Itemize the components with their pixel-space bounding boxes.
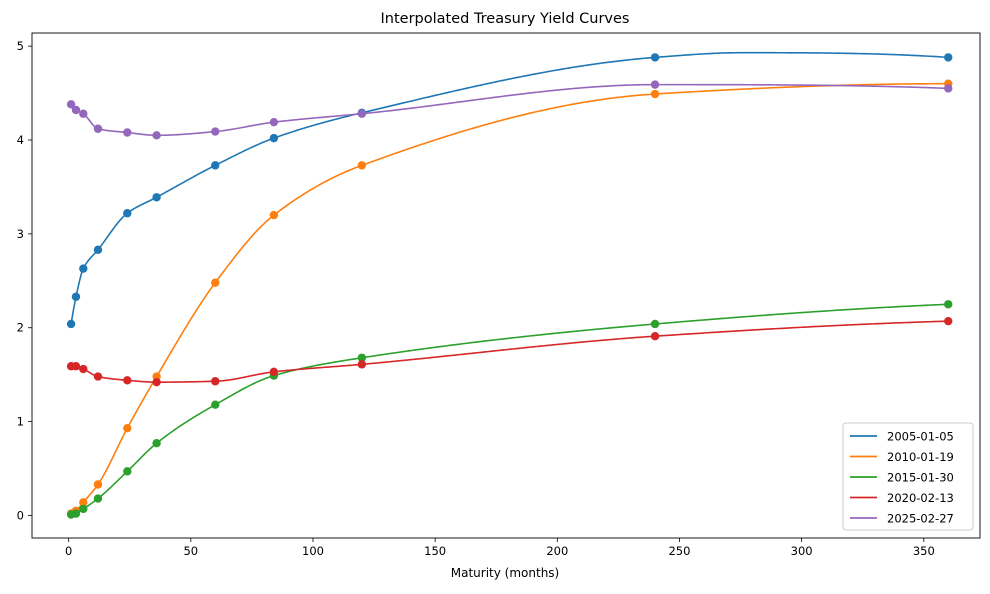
data-point [211,127,220,136]
data-point [93,372,103,381]
data-point [944,316,953,326]
y-tick-label: 3 [17,227,24,241]
data-point [357,353,367,362]
legend-label: 2025-02-27 [887,512,954,526]
data-point [650,80,660,89]
y-tick-label: 2 [17,321,24,335]
y-tick-label: 4 [17,133,24,147]
legend-label: 2010-01-19 [887,450,954,464]
data-point [123,128,132,137]
data-point [650,331,660,341]
legend: 2005-01-05 2010-01-19 2015-01-30 2020-02-13… [842,422,974,531]
x-tick-label: 100 [302,544,324,558]
data-point [79,498,88,507]
data-point [71,105,81,115]
data-point [152,438,161,448]
data-point [93,494,103,503]
data-point [71,362,81,371]
data-point [211,400,220,409]
data-point [66,319,76,329]
chart-title: Interpolated Treasury Yield Curves [381,11,630,27]
data-point [944,53,953,62]
data-point [650,53,660,62]
data-point [650,319,660,329]
data-point [79,264,88,273]
data-point [211,161,220,170]
y-tick-label: 1 [17,415,24,429]
x-tick-label: 150 [424,544,446,558]
data-point [357,161,367,170]
legend-label: 2015-01-30 [887,471,954,485]
data-point [93,480,103,489]
data-point [269,367,279,377]
x-tick-label: 50 [183,544,198,558]
data-point [650,89,660,99]
data-point [123,209,132,218]
data-point [211,278,220,287]
data-point [79,109,88,118]
data-point [93,245,103,255]
x-tick-label: 0 [65,544,72,558]
data-point [944,300,953,309]
data-point [79,364,88,374]
data-point [357,360,367,369]
legend-label: 2005-01-05 [887,430,954,444]
data-point [152,377,161,387]
y-tick-label: 0 [17,508,24,522]
data-point [152,131,161,140]
x-axis-label: Maturity (months) [451,566,559,580]
x-tick-label: 300 [791,544,813,558]
data-point [357,109,367,118]
x-tick-label: 350 [913,544,935,558]
x-tick-label: 200 [546,544,568,558]
data-point [211,377,220,386]
data-point [123,376,132,385]
y-tick-label: 5 [17,39,24,53]
data-point [71,509,81,518]
data-point [123,423,132,433]
axes-frame [31,32,981,539]
legend-label: 2020-02-13 [887,491,954,505]
data-point [79,504,88,514]
data-point [269,133,279,143]
plot-area: 0 50 100 150 200 250 300 350 0 1 2 3 4 5 [17,39,953,558]
data-point [269,117,279,127]
data-point [93,124,103,133]
legend-box [842,422,974,531]
x-tick-label: 250 [668,544,690,558]
data-point [66,100,76,109]
data-point [269,210,279,220]
data-point [71,292,81,301]
data-point [152,193,161,202]
data-point [123,467,132,476]
data-point [944,84,953,93]
